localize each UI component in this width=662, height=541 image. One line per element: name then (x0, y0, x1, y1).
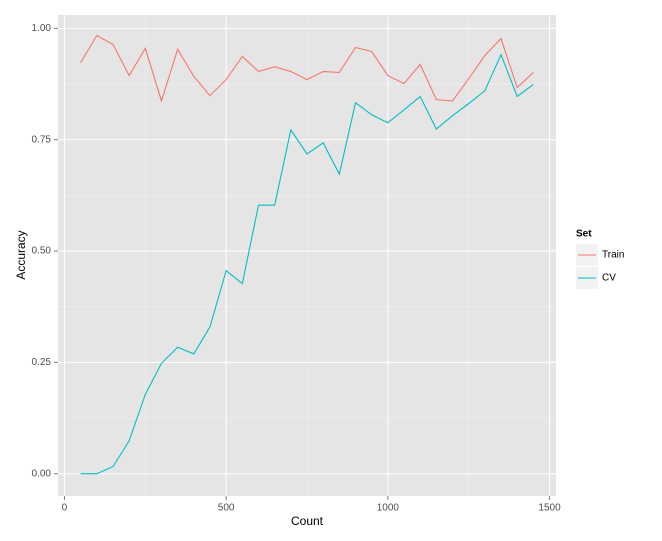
x-axis-title: Count (291, 514, 324, 528)
x-tick-label: 0 (62, 503, 68, 514)
x-tick-label: 500 (218, 503, 235, 514)
legend-label: Train (602, 250, 624, 261)
x-tick-label: 1000 (377, 503, 400, 514)
y-tick-label: 0.00 (32, 468, 52, 479)
legend-title: Set (576, 229, 592, 240)
y-tick-label: 0.25 (32, 357, 52, 368)
y-axis-title: Accuracy (14, 230, 28, 279)
line (80, 34, 534, 103)
x-tick-label: 1500 (538, 503, 561, 514)
y-tick-label: 0.50 (32, 246, 52, 257)
y-tick-label: 0.75 (32, 134, 52, 145)
legend-label: CV (602, 273, 616, 284)
y-tick-label: 1.00 (32, 23, 52, 34)
line (80, 53, 534, 475)
